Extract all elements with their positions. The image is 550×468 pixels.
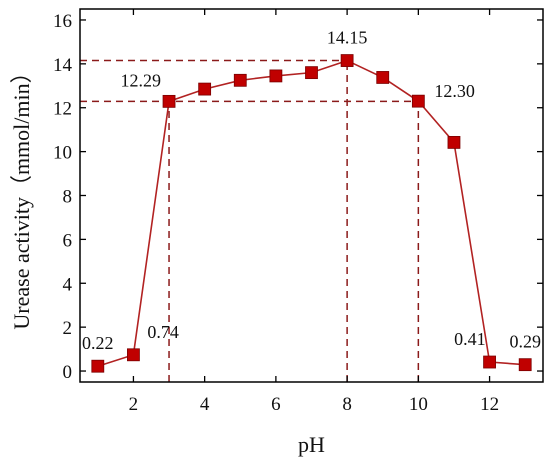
y-tick-label-0: 0: [63, 362, 73, 383]
x-axis-title: pH: [298, 432, 325, 457]
data-point-ph-2: [127, 348, 140, 362]
y-tick-label-12: 12: [53, 99, 72, 120]
data-label-ph-8: 14.15: [327, 28, 368, 48]
data-point-ph-10: [411, 94, 425, 108]
series-line-0: [97, 59, 526, 367]
data-point-ph-9: [376, 71, 390, 84]
x-tick-label-4: 4: [200, 394, 210, 415]
x-tick-label-2: 2: [129, 394, 139, 415]
data-point-ph-3: [162, 94, 176, 108]
data-label-ph-3: 12.29: [121, 70, 162, 90]
series-layer: [91, 54, 532, 373]
data-label-ph-13: 0.29: [509, 332, 541, 352]
y-tick-label-14: 14: [53, 55, 73, 76]
y-tick-label-8: 8: [63, 187, 73, 208]
data-point-ph-5: [233, 73, 247, 87]
x-tick-label-12: 12: [480, 394, 499, 415]
y-axis-ticks: 0 2 4 6 8 10 12 14 16: [53, 11, 543, 383]
reference-lines: [80, 59, 420, 382]
x-axis-ticks: 2 4 6 8 10 12: [129, 9, 499, 415]
y-tick-label-10: 10: [53, 143, 72, 164]
data-point-ph-12: [483, 355, 496, 369]
data-point-ph-8: [340, 54, 354, 67]
x-tick-label-8: 8: [342, 394, 352, 415]
data-point-ph-6: [269, 69, 283, 83]
y-tick-label-16: 16: [53, 11, 72, 32]
data-point-ph-4: [198, 82, 212, 96]
data-point-ph-1: [91, 359, 105, 373]
data-label-ph-2: 0.74: [147, 322, 179, 342]
y-tick-label-6: 6: [63, 230, 73, 251]
data-labels: 0.22 0.74 12.29 14.15 12.30 0.41 0.29: [82, 28, 541, 354]
data-label-ph-12: 0.41: [454, 329, 486, 349]
y-axis-title: Urease activity（mmol/min）: [9, 61, 34, 329]
data-point-ph-11: [447, 136, 461, 149]
y-tick-label-2: 2: [63, 318, 73, 339]
y-tick-label-4: 4: [63, 274, 73, 295]
data-label-ph-1: 0.22: [82, 333, 114, 353]
data-point-ph-13: [518, 358, 532, 372]
data-label-ph-10: 12.30: [434, 81, 475, 101]
x-tick-label-10: 10: [409, 394, 428, 415]
data-point-ph-7: [305, 66, 318, 80]
x-tick-label-6: 6: [271, 394, 281, 415]
